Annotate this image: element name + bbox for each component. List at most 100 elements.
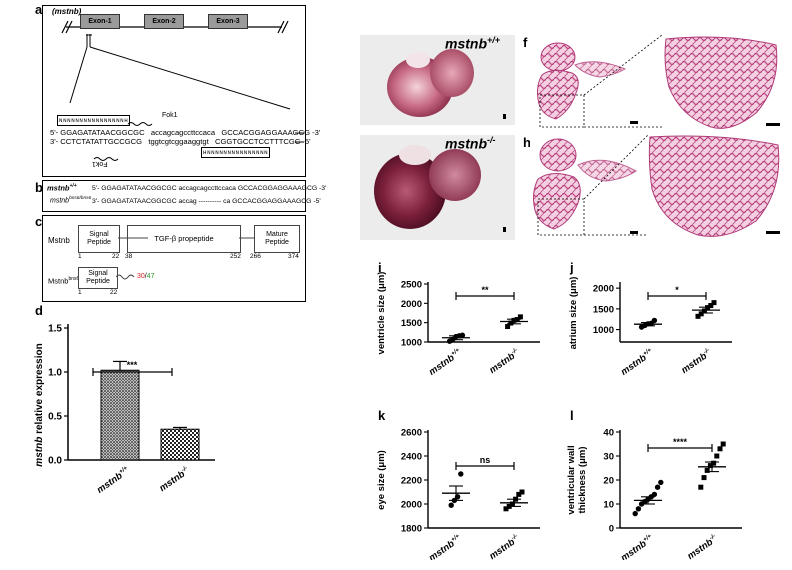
fok1-top-label: Fok1 <box>162 112 178 119</box>
chart-i-ytick-label: 2000 <box>401 299 422 310</box>
chart-d-bar <box>160 428 200 461</box>
chart-k-ytick-label: 1800 <box>401 524 422 535</box>
chart-k-point-wt <box>448 502 454 508</box>
chart-l-point-mut <box>717 446 723 452</box>
chart-d-xlabel-wt: mstnb+/+ <box>95 465 132 496</box>
chart-d-sig-label: *** <box>127 360 138 370</box>
chart-l-point-mut <box>698 484 704 490</box>
sequence-top-strand: 5'- GGAGATATAACGGCGC accagcagccttccaca G… <box>50 128 321 137</box>
signal-peptide-domain: Signal Peptide <box>78 225 120 253</box>
sequence-bottom-strand: 3'- CCTCTATATTGCCGCG tggtcgtcggaaggtgt C… <box>50 137 311 146</box>
chart-k-ylabel: eye size (μm) <box>376 450 387 510</box>
chart-i-point-wt <box>459 332 466 338</box>
chart-l-ytick-label: 10 <box>603 500 614 511</box>
panel-b-box <box>42 180 306 212</box>
chart-j-point-wt <box>651 317 658 324</box>
tale-array-bottom: HNNNNNNNNNNNNNNN <box>201 147 271 158</box>
panel-a-label: a <box>35 2 43 17</box>
panel-c-box <box>42 215 306 302</box>
chart-k-point-mut <box>519 489 525 495</box>
tgf-beta-propeptide-domain: TGF-β propeptide <box>127 225 241 253</box>
chart-d-ytick-label: 0.0 <box>48 456 62 467</box>
chart-d-ylabel: mstnb relative expression <box>34 343 45 466</box>
mut-tick-22: 22 <box>110 289 118 296</box>
protein-wt-name: Mstnb <box>48 236 70 245</box>
chart-i-sig-label: ** <box>481 285 489 295</box>
chart-k-point-mut <box>509 501 515 507</box>
chart-k-ytick-label: 2600 <box>401 428 422 439</box>
chart-j: 1000 1500 2000 * atrium size (μm) mstnb+/+ mst… <box>568 277 732 378</box>
genotype-mut-label: mstnbbns6/bns6 <box>50 196 92 205</box>
pos-tick-22: 22 <box>112 253 120 260</box>
chart-i-ytick-label: 2500 <box>401 280 422 291</box>
chart-k-ytick-label: 2000 <box>401 500 422 511</box>
panel-j-label: j <box>570 260 574 275</box>
chart-l-ytick-label: 40 <box>603 428 614 439</box>
chart-i-ylabel: ventricle size (μm) <box>376 272 387 355</box>
chart-d-bar <box>100 369 140 461</box>
chart-l: 0 10 20 30 40 **** ventricular wall thickness (… <box>566 428 742 560</box>
histology-section-mutant <box>530 135 785 240</box>
chart-j-point-mut <box>701 308 707 314</box>
chart-k-point-wt <box>458 471 464 477</box>
panel-b-label: b <box>35 180 43 195</box>
panel-l-label: l <box>570 408 574 423</box>
chart-l-sig-label: **** <box>673 437 688 447</box>
panel-h-label: h <box>523 135 531 150</box>
chart-j-xlabel-mut: mstnb-/- <box>679 347 713 376</box>
chart-i-xlabel-mut: mstnb-/- <box>487 347 521 376</box>
histology-section-wt <box>530 35 785 130</box>
chart-j-point-mut <box>711 300 717 306</box>
chart-k-xlabel-wt: mstnb+/+ <box>427 533 464 560</box>
chart-l-ytick-label: 30 <box>603 452 614 463</box>
chart-j-point-mut <box>708 303 714 309</box>
chart-l-point-mut <box>707 463 713 469</box>
pos-tick-1: 1 <box>78 253 82 260</box>
chart-l-point-mut <box>701 475 707 481</box>
chart-j-ytick-label: 1000 <box>593 325 614 336</box>
chart-k-point-mut <box>503 506 509 512</box>
chart-l-point-mut <box>714 453 720 459</box>
chart-l-ytick-label: 20 <box>603 476 614 487</box>
photo-g-genotype: mstnb-/- <box>445 135 496 152</box>
sequence-wt: 5'- GGAGATATAACGGCGC accagcagccttccaca G… <box>92 185 327 192</box>
chart-k-ytick-label: 2200 <box>401 476 422 487</box>
panel-d-label: d <box>35 303 43 318</box>
exon-2-box: Exon-2 <box>144 14 184 29</box>
genotype-wt-label: mstnb+/+ <box>47 183 77 193</box>
chart-k-ytick-label: 2400 <box>401 452 422 463</box>
frameshift-label: 30/47 <box>137 273 155 280</box>
protein-backbone-wt <box>118 237 148 239</box>
chart-k-sig-label: ns <box>480 455 491 465</box>
mature-peptide-domain: Mature Peptide <box>254 225 300 253</box>
chart-j-point-mut <box>698 311 704 317</box>
exon-3-box: Exon-3 <box>208 14 248 29</box>
signal-peptide-mut-domain: Signal Peptide <box>78 267 118 289</box>
chart-j-xlabel-wt: mstnb+/+ <box>619 347 656 378</box>
chart-l-point-mut <box>720 441 726 447</box>
chart-l-ylabel-line2: thickness (μm) <box>577 446 588 513</box>
pos-tick-38: 38 <box>125 253 133 260</box>
chart-l-xlabel-wt: mstnb+/+ <box>619 533 656 560</box>
fok1-bottom-label: Fok1 <box>92 160 108 167</box>
chart-k: 1800 2000 2200 2400 2600 ns eye size (μm) mstnb… <box>376 428 540 560</box>
chart-l-point-wt <box>658 479 664 486</box>
chart-i-xlabel-wt: mstnb+/+ <box>427 347 464 378</box>
chart-i-ytick-label: 1500 <box>401 318 422 329</box>
heart-photo-mutant <box>360 135 515 240</box>
panel-k-label: k <box>378 408 386 423</box>
chart-d-ytick-label: 0.5 <box>48 412 62 423</box>
chart-d-xlabel-mut: mstnb-/- <box>157 465 191 494</box>
chart-l-point-wt <box>635 506 642 512</box>
panel-i-label: i <box>378 260 382 275</box>
chart-l-point-wt <box>651 491 658 498</box>
chart-i: 1000 1500 2000 2500 ** ventricle size (μm) mst… <box>376 272 540 378</box>
protein-mut-name: Mstnbbns6 <box>48 276 80 286</box>
pos-tick-266: 266 <box>250 253 261 260</box>
chart-l-point-wt <box>654 484 661 490</box>
heart-photo-wt <box>360 35 515 125</box>
chart-k-xlabel-mut: mstnb-/- <box>487 533 521 560</box>
chart-i-point-mut <box>508 320 514 326</box>
mut-tick-1: 1 <box>78 289 82 296</box>
sequence-mutant: 3'- GGAGATATAACGGCGC accag ---------- ca… <box>92 198 321 205</box>
